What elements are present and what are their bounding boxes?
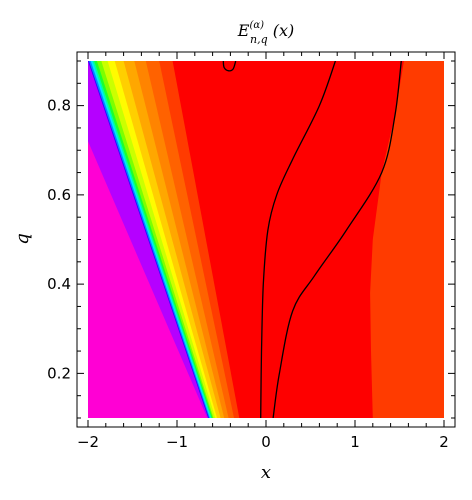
- plot-area: [88, 61, 444, 418]
- x-tick-label: −1: [166, 433, 188, 451]
- x-tick-label: 0: [261, 433, 271, 451]
- x-tick-label: 2: [439, 433, 449, 451]
- x-tick-label: 1: [350, 433, 360, 451]
- y-tick-label: 0.8: [47, 97, 71, 115]
- y-tick-label: 0.4: [47, 275, 71, 293]
- axis-ticks: −2 −1 0 1 2 0.2 0.4 0.6 0.8: [47, 52, 455, 451]
- plot-title: E(α) n,q (x): [237, 20, 294, 46]
- y-tick-label: 0.6: [47, 186, 71, 204]
- x-axis-label: x: [261, 462, 271, 483]
- x-tick-label: −2: [77, 433, 99, 451]
- contour-line-3: [272, 61, 402, 418]
- contour-line-2: [260, 61, 337, 418]
- contour-line-1: [222, 61, 237, 72]
- color-band-15: [88, 61, 208, 418]
- y-axis-label: q: [12, 233, 33, 245]
- y-tick-label: 0.2: [47, 364, 71, 382]
